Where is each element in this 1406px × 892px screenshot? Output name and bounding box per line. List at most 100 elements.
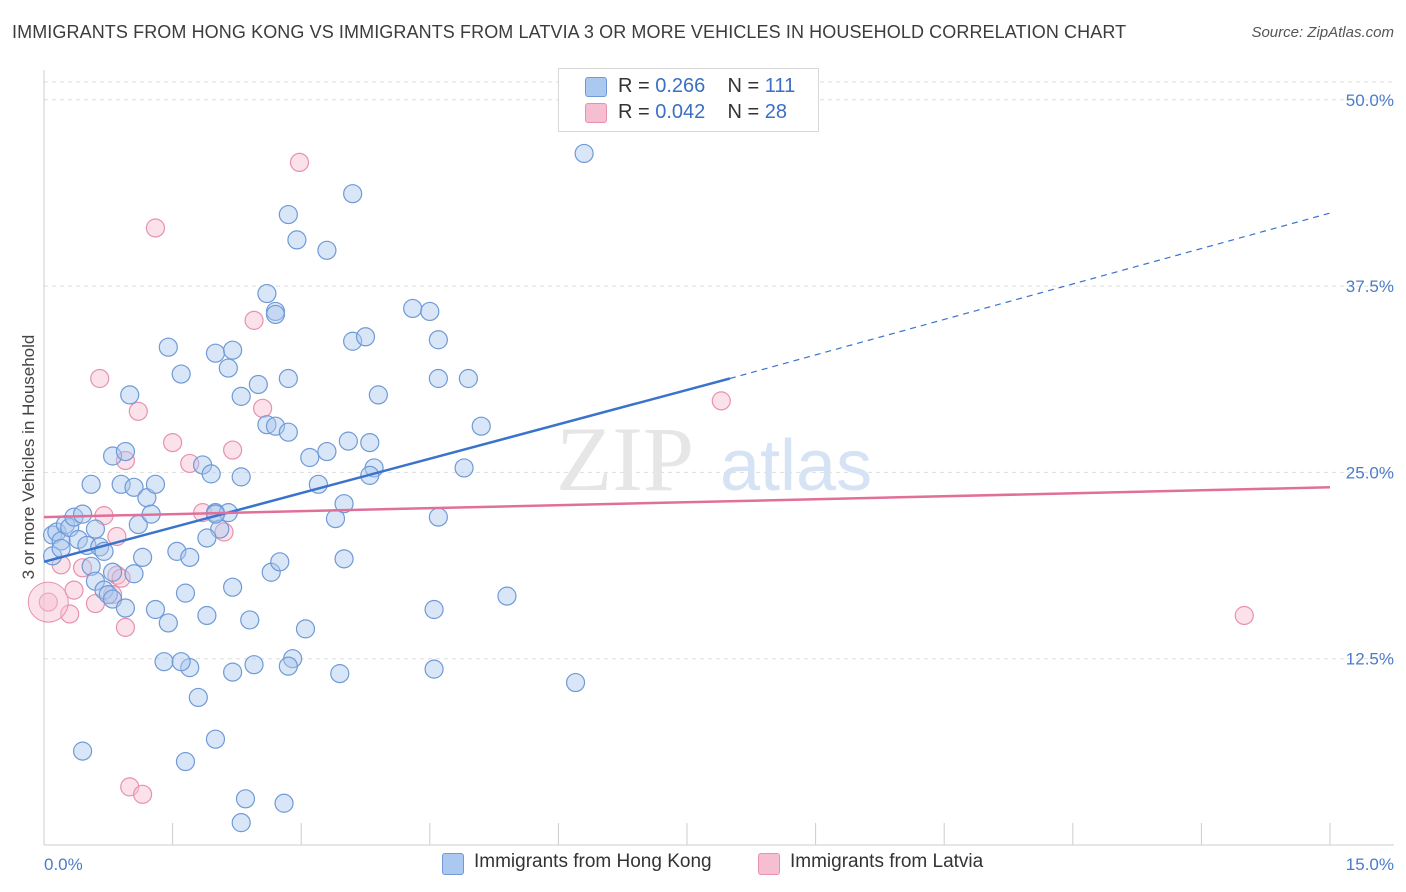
hong-kong-point	[180, 547, 200, 567]
hong-kong-point	[317, 240, 337, 260]
latvia-point	[102, 585, 123, 605]
hong-kong-point	[115, 598, 136, 618]
latvia-point	[60, 604, 80, 624]
hong-kong-point	[120, 385, 140, 405]
hong-kong-point	[334, 494, 354, 514]
hong-kong-point	[154, 652, 174, 672]
latvia-point	[145, 218, 166, 238]
legend-n-label: N =	[727, 75, 760, 97]
hong-kong-point	[287, 230, 307, 250]
hong-kong-point	[424, 599, 444, 620]
hong-kong-point	[72, 504, 93, 524]
legend-r-value: 0.266	[655, 75, 706, 97]
hong-kong-point	[197, 528, 217, 548]
y-tick-label: 12.5%	[1346, 650, 1394, 669]
hong-kong-point	[81, 474, 101, 494]
hong-kong-point	[403, 298, 423, 319]
latvia-point	[244, 310, 264, 330]
hong-kong-point	[145, 474, 166, 494]
hong-kong-point	[124, 477, 144, 497]
hong-kong-point	[574, 143, 594, 164]
hong-kong-point	[145, 599, 166, 620]
hong-kong-point	[274, 793, 294, 813]
x-ticks	[43, 823, 1331, 845]
latvia-point	[128, 401, 148, 421]
hong-kong-point	[343, 331, 363, 351]
hong-kong-point	[85, 519, 106, 539]
correlation-legend: R = 0.266 N = 111 R = 0.042 N = 28	[558, 68, 819, 132]
latvia-point	[1234, 605, 1254, 626]
hong-kong-point	[102, 446, 123, 466]
hong-kong-point	[218, 358, 238, 378]
y-axis-title: 3 or more Vehicles in Household	[19, 335, 38, 580]
bottom-legend-swatch-latvia	[758, 853, 780, 875]
hong-kong-point	[295, 619, 316, 639]
latvia-point	[38, 592, 58, 612]
legend-n-value: 28	[764, 101, 788, 123]
hong-kong-point	[420, 301, 440, 322]
hong-kong-point	[231, 467, 251, 487]
latvia-point	[253, 398, 273, 418]
latvia-points	[27, 152, 1254, 804]
hong-kong-point	[188, 687, 208, 708]
legend-n-value: 111	[764, 75, 796, 97]
hong-kong-point	[223, 662, 243, 682]
hong-kong-trend-extension	[729, 212, 1331, 380]
hong-kong-point	[360, 432, 380, 453]
hong-kong-point	[278, 656, 298, 676]
hong-kong-point	[334, 549, 354, 569]
trend-lines	[43, 212, 1331, 564]
y-tick-label: 37.5%	[1346, 277, 1394, 296]
hong-kong-point	[231, 813, 251, 833]
hong-kong-point	[171, 364, 191, 384]
y-tick-label: 25.0%	[1346, 463, 1394, 482]
watermark-atlas: atlas	[720, 426, 872, 506]
hong-kong-point	[317, 441, 337, 462]
hong-kong-point	[278, 368, 298, 389]
legend-n-label: N =	[727, 101, 760, 123]
hong-kong-point	[197, 605, 217, 626]
latvia-point	[90, 368, 110, 389]
hong-kong-point	[171, 652, 191, 672]
hong-kong-point	[454, 458, 474, 478]
legend-r-label: R =	[618, 101, 650, 123]
chart-title: IMMIGRANTS FROM HONG KONG VS IMMIGRANTS …	[12, 22, 1127, 42]
latvia-point-large	[27, 581, 69, 623]
hong-kong-point	[205, 729, 226, 749]
bottom-legend-label-latvia: Immigrants from Latvia	[790, 851, 984, 872]
hong-kong-point	[235, 789, 256, 809]
latvia-point	[289, 152, 310, 173]
hong-kong-point	[355, 327, 376, 347]
hong-kong-point	[223, 577, 243, 597]
legend-r-label: R =	[618, 75, 650, 97]
hong-kong-point	[424, 659, 444, 679]
hong-kong-point	[428, 368, 448, 389]
hong-kong-point	[158, 613, 178, 633]
latvia-point	[223, 440, 243, 460]
hong-kong-point	[244, 655, 264, 675]
latvia-point	[64, 580, 84, 600]
hong-kong-point	[175, 751, 196, 772]
hong-kong-point	[278, 204, 298, 225]
gridlines	[44, 81, 1394, 660]
hong-kong-point	[428, 330, 448, 350]
hong-kong-point	[270, 552, 290, 572]
hong-kong-point	[132, 547, 153, 567]
hong-kong-point	[343, 184, 363, 204]
watermark-zip: ZIP	[556, 408, 694, 510]
hong-kong-point	[223, 340, 243, 360]
bottom-legend-label-hong-kong: Immigrants from Hong Kong	[474, 851, 712, 872]
y-tick-label: 50.0%	[1346, 91, 1394, 110]
latvia-trend-line	[43, 486, 1331, 519]
hong-kong-point	[257, 283, 277, 304]
hong-kong-point	[248, 374, 268, 395]
hong-kong-point	[265, 304, 286, 325]
hong-kong-point	[115, 441, 136, 462]
hong-kong-points	[42, 143, 594, 833]
x-tick-label-max: 15.0%	[1346, 855, 1394, 874]
hong-kong-point	[240, 610, 260, 630]
legend-r-value: 0.042	[655, 101, 706, 123]
hong-kong-point	[81, 556, 101, 576]
latvia-point	[711, 391, 731, 411]
